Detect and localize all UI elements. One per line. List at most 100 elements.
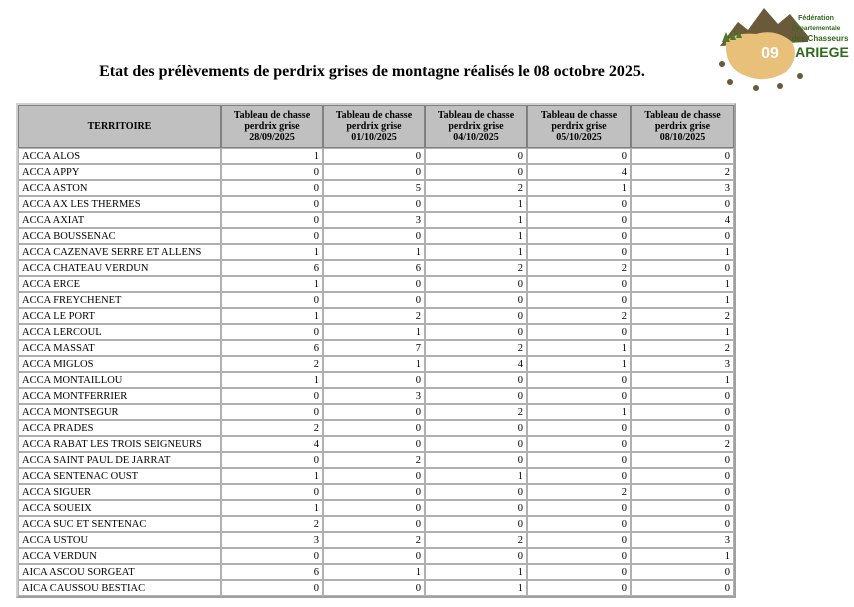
territory-cell: ACCA BOUSSENAC bbox=[18, 228, 221, 244]
count-cell: 0 bbox=[323, 164, 425, 180]
count-cell: 0 bbox=[323, 484, 425, 500]
count-cell: 1 bbox=[323, 356, 425, 372]
logo-text: ARIEGE bbox=[795, 44, 849, 60]
count-cell: 2 bbox=[221, 420, 323, 436]
count-cell: 1 bbox=[221, 308, 323, 324]
count-cell: 0 bbox=[527, 228, 631, 244]
count-cell: 0 bbox=[221, 580, 323, 596]
territory-cell: ACCA CHATEAU VERDUN bbox=[18, 260, 221, 276]
count-cell: 1 bbox=[527, 404, 631, 420]
table-row: ACCA VERDUN 0 0 0 0 1 bbox=[18, 548, 734, 564]
count-cell: 0 bbox=[527, 420, 631, 436]
territory-cell: ACCA SUC ET SENTENAC bbox=[18, 516, 221, 532]
territory-cell: ACCA SAINT PAUL DE JARRAT bbox=[18, 452, 221, 468]
count-cell: 2 bbox=[527, 308, 631, 324]
count-cell: 3 bbox=[323, 388, 425, 404]
territory-cell: ACCA APPY bbox=[18, 164, 221, 180]
column-label: Tableau de chasse perdrix grise bbox=[437, 110, 515, 132]
count-cell: 1 bbox=[631, 276, 734, 292]
count-cell: 4 bbox=[221, 436, 323, 452]
count-cell: 0 bbox=[527, 388, 631, 404]
count-cell: 0 bbox=[221, 228, 323, 244]
count-cell: 0 bbox=[425, 148, 527, 164]
count-cell: 1 bbox=[631, 244, 734, 260]
count-cell: 1 bbox=[425, 212, 527, 228]
header-row: TERRITOIRE Tableau de chasse perdrix gris… bbox=[18, 105, 734, 148]
count-cell: 0 bbox=[221, 292, 323, 308]
count-cell: 1 bbox=[221, 500, 323, 516]
table-row: ACCA CAZENAVE SERRE ET ALLENS 1 1 1 0 1 bbox=[18, 244, 734, 260]
column-date: 08/10/2025 bbox=[659, 132, 706, 143]
count-cell: 2 bbox=[323, 532, 425, 548]
territory-cell: ACCA RABAT LES TROIS SEIGNEURS bbox=[18, 436, 221, 452]
logo-text: Fédération bbox=[798, 15, 834, 22]
count-cell: 2 bbox=[527, 260, 631, 276]
count-cell: 0 bbox=[425, 452, 527, 468]
count-cell: 0 bbox=[425, 324, 527, 340]
count-cell: 0 bbox=[527, 564, 631, 580]
table-body: ACCA ALOS 1 0 0 0 0 ACCA APPY 0 0 0 4 2 ACCA ASTON 0 5… bbox=[18, 148, 734, 596]
count-cell: 5 bbox=[323, 180, 425, 196]
column-label: Tableau de chasse perdrix grise bbox=[644, 110, 721, 132]
count-cell: 0 bbox=[527, 532, 631, 548]
territory-cell: ACCA SOUEIX bbox=[18, 500, 221, 516]
territory-cell: ACCA LERCOUL bbox=[18, 324, 221, 340]
territory-cell: ACCA CAZENAVE SERRE ET ALLENS bbox=[18, 244, 221, 260]
count-cell: 2 bbox=[425, 532, 527, 548]
logo: 09 Fédération Départementale des Chasseu… bbox=[719, 8, 849, 91]
table-row: ACCA SENTENAC OUST 1 0 1 0 0 bbox=[18, 468, 734, 484]
count-cell: 4 bbox=[425, 356, 527, 372]
territory-cell: ACCA SIGUER bbox=[18, 484, 221, 500]
column-header: Tableau de chasse perdrix grise 04/10/202… bbox=[425, 105, 527, 148]
count-cell: 1 bbox=[631, 292, 734, 308]
count-cell: 1 bbox=[425, 468, 527, 484]
count-cell: 0 bbox=[323, 436, 425, 452]
count-cell: 0 bbox=[527, 148, 631, 164]
count-cell: 1 bbox=[527, 340, 631, 356]
table-row: ACCA LE PORT 1 2 0 2 2 bbox=[18, 308, 734, 324]
table-row: ACCA SIGUER 0 0 0 2 0 bbox=[18, 484, 734, 500]
count-cell: 0 bbox=[323, 468, 425, 484]
count-cell: 0 bbox=[221, 324, 323, 340]
count-cell: 0 bbox=[425, 484, 527, 500]
count-cell: 1 bbox=[425, 196, 527, 212]
territory-cell: ACCA MASSAT bbox=[18, 340, 221, 356]
column-label: Tableau de chasse perdrix grise bbox=[335, 110, 413, 132]
count-cell: 0 bbox=[221, 388, 323, 404]
count-cell: 1 bbox=[221, 244, 323, 260]
territory-cell: ACCA MONTSEGUR bbox=[18, 404, 221, 420]
count-cell: 0 bbox=[631, 580, 734, 596]
column-label: TERRITOIRE bbox=[87, 121, 152, 132]
count-cell: 6 bbox=[323, 260, 425, 276]
count-cell: 1 bbox=[527, 356, 631, 372]
count-cell: 0 bbox=[221, 484, 323, 500]
count-cell: 2 bbox=[425, 180, 527, 196]
table-row: ACCA LERCOUL 0 1 0 0 1 bbox=[18, 324, 734, 340]
count-cell: 0 bbox=[631, 516, 734, 532]
column-label: Tableau de chasse perdrix grise bbox=[233, 110, 311, 132]
count-cell: 0 bbox=[631, 148, 734, 164]
table-row: ACCA PRADES 2 0 0 0 0 bbox=[18, 420, 734, 436]
count-cell: 2 bbox=[221, 516, 323, 532]
count-cell: 2 bbox=[631, 164, 734, 180]
count-cell: 0 bbox=[527, 500, 631, 516]
count-cell: 0 bbox=[527, 244, 631, 260]
count-cell: 0 bbox=[425, 292, 527, 308]
count-cell: 0 bbox=[323, 228, 425, 244]
count-cell: 0 bbox=[425, 500, 527, 516]
table-row: ACCA BOUSSENAC 0 0 1 0 0 bbox=[18, 228, 734, 244]
territory-cell: AICA ASCOU SORGEAT bbox=[18, 564, 221, 580]
animals bbox=[719, 61, 803, 91]
territory-cell: AICA CAUSSOU BESTIAC bbox=[18, 580, 221, 596]
column-header: Tableau de chasse perdrix grise 28/09/202… bbox=[221, 105, 323, 148]
table: TERRITOIRE Tableau de chasse perdrix gris… bbox=[16, 103, 736, 598]
count-cell: 0 bbox=[527, 468, 631, 484]
table-row: AICA CAUSSOU BESTIAC 0 0 1 0 0 bbox=[18, 580, 734, 596]
count-cell: 0 bbox=[221, 452, 323, 468]
count-cell: 3 bbox=[631, 356, 734, 372]
table-row: ACCA SOUEIX 1 0 0 0 0 bbox=[18, 500, 734, 516]
count-cell: 0 bbox=[323, 292, 425, 308]
table-row: ACCA RABAT LES TROIS SEIGNEURS 4 0 0 0 2 bbox=[18, 436, 734, 452]
map-shape bbox=[725, 32, 795, 80]
table-row: ACCA AXIAT 0 3 1 0 4 bbox=[18, 212, 734, 228]
